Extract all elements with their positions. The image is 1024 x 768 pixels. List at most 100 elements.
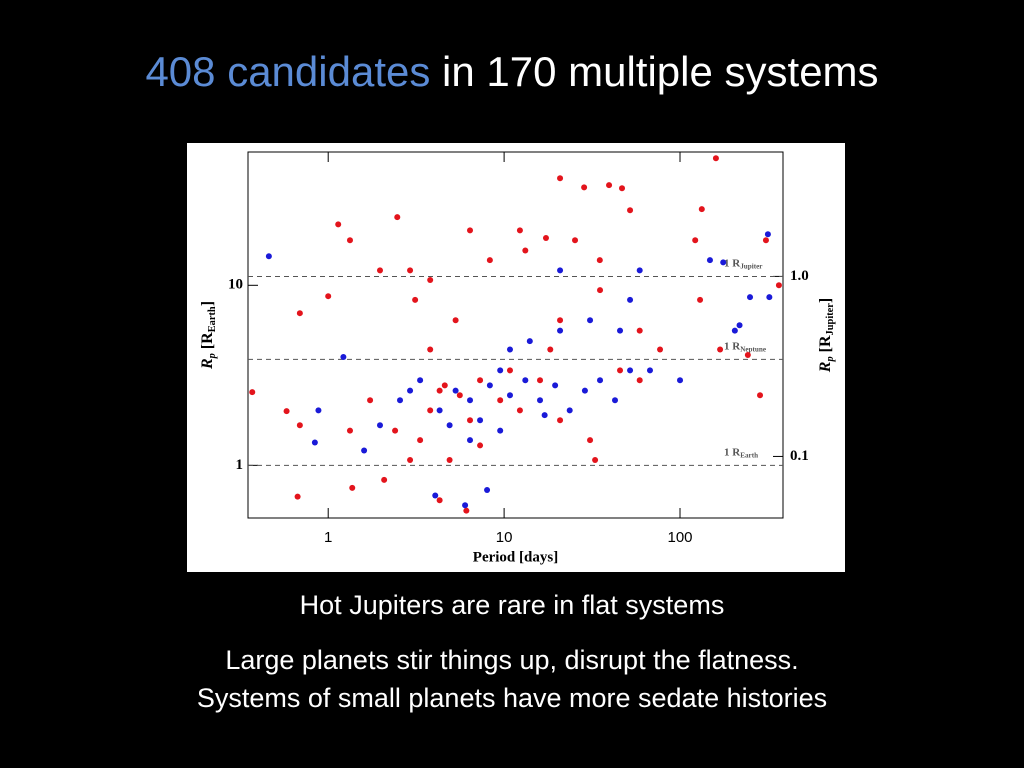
point: [557, 267, 564, 274]
point: [717, 346, 724, 353]
point: [757, 392, 764, 399]
point: [446, 457, 453, 464]
point: [335, 221, 342, 228]
point: [456, 392, 463, 399]
y2-axis-label-part: p: [825, 356, 836, 362]
point: [581, 387, 588, 394]
point: [581, 184, 588, 191]
point: [617, 367, 624, 374]
point: [698, 206, 705, 213]
y-axis-label-part: ]: [199, 301, 216, 306]
bullet: Hot Jupiters are rare in flat systems: [299, 590, 725, 620]
point: [516, 227, 523, 234]
point: [477, 442, 484, 449]
point: [381, 476, 388, 483]
point: [566, 407, 573, 414]
point: [526, 338, 533, 345]
point: [587, 317, 594, 324]
point: [452, 387, 459, 394]
reference-label-part: 1 R: [724, 257, 741, 269]
point: [477, 377, 484, 384]
point: [407, 267, 414, 274]
point: [617, 327, 624, 334]
point: [249, 389, 256, 396]
point: [467, 437, 474, 444]
point: [436, 407, 443, 414]
point: [340, 353, 347, 360]
reference-label-part: Earth: [740, 451, 758, 459]
reference-label-part: 1 R: [724, 446, 741, 458]
reference-label: 1 RJupiter: [724, 257, 763, 270]
point: [627, 296, 634, 303]
point: [636, 327, 643, 334]
point: [677, 377, 684, 384]
point: [541, 412, 548, 419]
point: [542, 235, 549, 242]
y-axis-label: Rp [REarth]: [199, 301, 219, 370]
point: [552, 382, 559, 389]
point: [463, 507, 470, 514]
point: [265, 253, 272, 260]
point: [376, 267, 383, 274]
chart-background: [187, 143, 845, 572]
y2-axis-label-part: [R: [817, 335, 834, 356]
point: [427, 407, 434, 414]
reference-label: 1 REarth: [724, 446, 758, 459]
point: [294, 493, 301, 500]
title-highlight: 408 candidates: [145, 48, 431, 95]
point: [720, 259, 727, 266]
point: [397, 397, 404, 404]
point: [296, 310, 303, 317]
point: [436, 497, 443, 504]
point: [462, 502, 469, 509]
point: [522, 247, 529, 254]
point: [764, 231, 771, 238]
point: [557, 175, 564, 182]
point: [484, 486, 491, 493]
point: [736, 322, 743, 329]
point: [537, 377, 544, 384]
plot-frame: [247, 151, 784, 519]
point: [361, 447, 368, 454]
reference-label-part: Jupiter: [740, 262, 763, 270]
point: [636, 377, 643, 384]
x-tick-label: 100: [667, 529, 692, 546]
slide-title: 408 candidates in 170 multiple systems: [0, 48, 1024, 96]
point: [283, 408, 290, 415]
reference-label-part: Neptune: [740, 345, 766, 353]
point: [311, 439, 318, 446]
y2-axis-label-part: Jupiter: [825, 303, 836, 336]
point: [486, 257, 493, 264]
point: [436, 387, 443, 394]
point: [522, 377, 529, 384]
point: [497, 427, 504, 434]
point: [407, 457, 414, 464]
point: [417, 437, 424, 444]
point: [627, 207, 634, 214]
point: [407, 387, 414, 394]
point: [636, 267, 643, 274]
point: [762, 237, 769, 244]
point: [606, 182, 613, 189]
reference-label-part: 1 R: [724, 340, 741, 352]
point: [592, 457, 599, 464]
point: [557, 317, 564, 324]
point: [446, 422, 453, 429]
point: [657, 346, 664, 353]
y-tick-label: 1: [236, 457, 244, 473]
y2-tick-label: 0.1: [790, 448, 809, 464]
point: [346, 237, 353, 244]
point: [367, 397, 374, 404]
point: [392, 427, 399, 434]
point: [486, 382, 493, 389]
point: [596, 257, 603, 264]
point: [441, 382, 448, 389]
point: [766, 294, 773, 301]
point: [627, 367, 634, 374]
y2-axis-label-part: ]: [817, 298, 834, 303]
point: [744, 352, 751, 359]
point: [697, 296, 704, 303]
y2-tick-label: 1.0: [790, 268, 809, 284]
point: [432, 492, 439, 499]
